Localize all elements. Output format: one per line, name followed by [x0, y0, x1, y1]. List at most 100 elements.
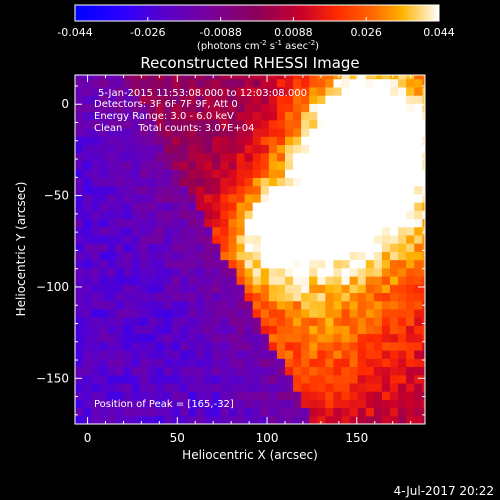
heatmap-cell [333, 210, 343, 220]
heatmap-cell [381, 78, 391, 88]
heatmap-cell [196, 86, 205, 96]
heatmap-cell [381, 275, 391, 285]
heatmap-cell [188, 391, 197, 400]
heatmap-cell [333, 95, 343, 104]
heatmap-cell [341, 218, 351, 228]
heatmap-cell [171, 300, 181, 310]
heatmap-cell [357, 259, 367, 269]
heatmap-cell [155, 95, 165, 104]
heatmap-cell [309, 169, 318, 178]
heatmap-cell [188, 210, 197, 220]
heatmap-cell [83, 144, 92, 154]
heatmap-cell [196, 292, 205, 302]
heatmap-cell [317, 415, 326, 424]
heatmap-cell [325, 95, 335, 104]
heatmap-cell [220, 144, 230, 154]
heatmap-cell [99, 325, 108, 335]
heatmap-cell [276, 325, 286, 335]
heatmap-cell [139, 127, 149, 137]
heatmap-cell [365, 341, 375, 351]
heatmap-cell [398, 284, 407, 294]
heatmap-cell [220, 136, 230, 146]
heatmap-cell [228, 259, 238, 269]
heatmap-cell [91, 185, 100, 195]
heatmap-cell [212, 185, 221, 195]
heatmap-cell [333, 160, 343, 170]
heatmap-cell [285, 78, 294, 88]
heatmap-cell [309, 243, 318, 252]
heatmap-cell [244, 193, 254, 203]
heatmap-cell [212, 95, 221, 104]
heatmap-cell [381, 407, 391, 417]
heatmap-cell [341, 382, 351, 392]
heatmap-cell [83, 267, 92, 277]
heatmap-cell [381, 201, 391, 211]
heatmap-cell [244, 284, 254, 294]
heatmap-cell [163, 267, 173, 277]
heatmap-cell [325, 267, 335, 277]
heatmap-cell [131, 201, 141, 211]
heatmap-cell [171, 111, 181, 121]
heatmap-cell [139, 210, 149, 220]
heatmap-cell [285, 136, 294, 146]
heatmap-cell [196, 308, 205, 318]
heatmap-cell [236, 407, 246, 417]
heatmap-cell [252, 317, 262, 326]
heatmap-cell [341, 201, 351, 211]
heatmap-cell [107, 218, 116, 228]
heatmap-cell [115, 193, 125, 203]
heatmap-cell [139, 226, 149, 236]
heatmap-cell [349, 75, 359, 80]
heatmap-cell [171, 136, 181, 146]
heatmap-cell [422, 350, 425, 359]
heatmap-cell [188, 127, 197, 137]
heatmap-cell [228, 284, 238, 294]
heatmap-cell [293, 251, 302, 261]
heatmap-cell [293, 308, 302, 318]
heatmap-cell [373, 243, 383, 252]
heatmap-cell [244, 152, 254, 162]
heatmap-cell [268, 251, 278, 261]
heatmap-cell [123, 300, 133, 310]
heatmap-cell [268, 415, 278, 424]
heatmap-cell [276, 243, 286, 252]
heatmap-cell [244, 333, 254, 343]
heatmap-cell [131, 185, 141, 195]
heatmap-cell [180, 226, 189, 236]
heatmap-cell [107, 399, 116, 409]
heatmap-cell [414, 86, 423, 96]
heatmap-cell [155, 259, 165, 269]
heatmap-cell [236, 308, 246, 318]
heatmap-cell [349, 407, 359, 417]
heatmap-cell [365, 86, 375, 96]
heatmap-cell [349, 308, 359, 318]
heatmap-cell [228, 267, 238, 277]
heatmap-cell [228, 366, 238, 376]
heatmap-cell [91, 210, 100, 220]
heatmap-cell [220, 218, 230, 228]
heatmap-cell [357, 75, 367, 80]
heatmap-cell [220, 407, 230, 417]
heatmap-cell [123, 78, 133, 88]
heatmap-cell [204, 75, 213, 80]
heatmap-cell [212, 243, 221, 252]
heatmap-cell [301, 218, 310, 228]
heatmap-cell [91, 382, 100, 392]
heatmap-cell [228, 136, 238, 146]
heatmap-cell [422, 415, 425, 424]
heatmap-cell [268, 111, 278, 121]
heatmap-cell [236, 152, 246, 162]
heatmap-cell [390, 144, 399, 154]
heatmap-cell [260, 152, 270, 162]
heatmap-cell [91, 152, 100, 162]
heatmap-cell [228, 160, 238, 170]
heatmap-cell [365, 325, 375, 335]
heatmap-cell [325, 111, 335, 121]
heatmap-cell [406, 78, 415, 88]
heatmap-cell [260, 399, 270, 409]
heatmap-cell [107, 259, 116, 269]
heatmap-cell [309, 103, 318, 113]
heatmap-cell [131, 127, 141, 137]
heatmap-cell [381, 415, 391, 424]
heatmap-cell [422, 111, 425, 121]
